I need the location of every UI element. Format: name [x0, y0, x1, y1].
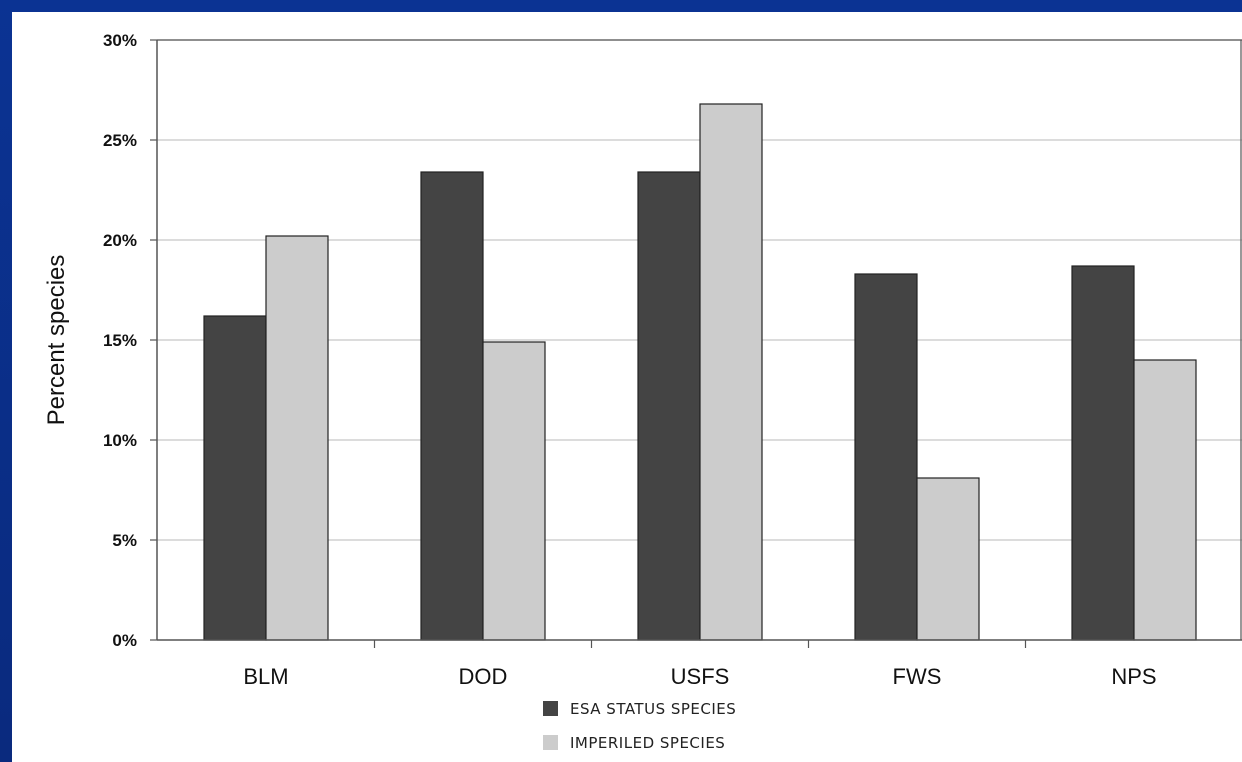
y-tick-label: 30%	[103, 31, 137, 50]
x-tick-labels: BLM DOD USFS FWS NPS	[243, 664, 1156, 689]
x-tick-label: NPS	[1111, 664, 1156, 689]
x-tick-label: BLM	[243, 664, 288, 689]
y-tick-labels: 0% 5% 10% 15% 20% 25% 30%	[103, 31, 137, 650]
y-tick-label: 15%	[103, 331, 137, 350]
bar-blm-esa	[203, 315, 267, 641]
bar-usfs-esa	[637, 171, 701, 641]
bars	[203, 103, 1197, 641]
y-axis-label: Percent species	[43, 255, 70, 426]
x-tick-label: DOD	[459, 664, 508, 689]
legend-swatch	[543, 735, 558, 750]
legend-label: IMPERILED SPECIES	[570, 734, 725, 752]
y-tick-label: 25%	[103, 131, 137, 150]
bar-nps-imperiled	[1133, 359, 1197, 641]
bar-fws-esa	[854, 273, 918, 641]
axes	[156, 39, 1242, 641]
bar-blm-imperiled	[265, 235, 329, 641]
bar-fws-imperiled	[916, 477, 980, 641]
y-tick-label: 20%	[103, 231, 137, 250]
y-tick-label: 0%	[112, 631, 137, 650]
legend: ESA STATUS SPECIES IMPERILED SPECIES	[543, 700, 736, 752]
legend-swatch	[543, 701, 558, 716]
x-tick-label: FWS	[893, 664, 942, 689]
legend-label: ESA STATUS SPECIES	[570, 700, 736, 718]
x-tick-label: USFS	[671, 664, 730, 689]
bar-dod-esa	[420, 171, 484, 641]
bar-usfs-imperiled	[699, 103, 763, 641]
bar-nps-esa	[1071, 265, 1135, 641]
y-tick-label: 5%	[112, 531, 137, 550]
bar-dod-imperiled	[482, 341, 546, 641]
y-tick-label: 10%	[103, 431, 137, 450]
